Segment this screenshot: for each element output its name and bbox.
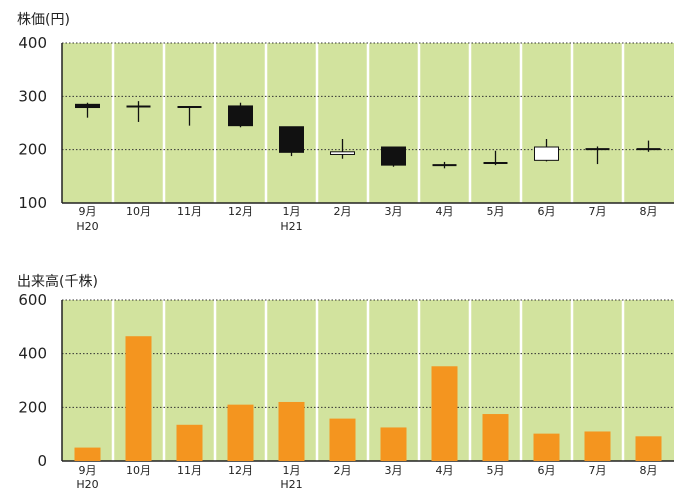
candle-body xyxy=(228,105,253,127)
volume-bar xyxy=(482,414,509,461)
x-sub-label: H21 xyxy=(280,220,302,233)
x-tick-label: 11月 xyxy=(177,205,202,218)
y-tick-label: 200 xyxy=(18,398,47,416)
price-chart-title: 株価(円) xyxy=(17,12,70,28)
x-sub-label: H21 xyxy=(280,478,302,491)
y-tick-label: 200 xyxy=(18,141,47,159)
volume-bar xyxy=(380,427,407,461)
volume-y-axis: 600 400 200 0 xyxy=(18,291,47,470)
volume-bar xyxy=(329,418,356,461)
x-tick-label: 8月 xyxy=(640,464,658,477)
price-chart: 株価(円) 400 300 200 100 9月 H20 10月 11月 12月 1月 H21 2月… xyxy=(17,12,674,233)
price-y-axis: 400 300 200 100 xyxy=(18,34,47,212)
x-tick-label: 3月 xyxy=(385,464,403,477)
x-tick-label: 2月 xyxy=(334,464,352,477)
x-tick-label: 4月 xyxy=(436,464,454,477)
y-tick-label: 400 xyxy=(18,345,47,363)
volume-bar xyxy=(635,436,662,461)
x-sub-label: H20 xyxy=(76,478,98,491)
x-tick-label: 10月 xyxy=(126,205,151,218)
volume-bars xyxy=(74,336,662,461)
x-tick-label: 6月 xyxy=(538,464,556,477)
candle-body xyxy=(75,103,100,109)
candle-body xyxy=(279,126,304,153)
price-x-axis: 9月 H20 10月 11月 12月 1月 H21 2月 3月 4月 5月 6月 7月 8月 xyxy=(76,205,657,233)
x-tick-label: 5月 xyxy=(487,205,505,218)
volume-bar xyxy=(533,433,560,461)
x-tick-label: 1月 xyxy=(283,464,301,477)
y-tick-label: 0 xyxy=(37,452,47,470)
volume-chart-title: 出来高(千株) xyxy=(17,273,98,290)
x-tick-label: 8月 xyxy=(640,205,658,218)
x-tick-label: 7月 xyxy=(589,205,607,218)
volume-bar xyxy=(176,424,203,461)
candle-body xyxy=(381,146,406,166)
volume-bar xyxy=(227,404,254,461)
x-tick-label: 12月 xyxy=(228,205,253,218)
candle-body xyxy=(534,146,559,161)
x-tick-label: 2月 xyxy=(334,205,352,218)
y-tick-label: 400 xyxy=(18,34,47,52)
x-tick-label: 9月 xyxy=(79,464,97,477)
x-tick-label: 7月 xyxy=(589,464,607,477)
volume-bar xyxy=(584,431,611,461)
x-tick-label: 1月 xyxy=(283,205,301,218)
price-candles xyxy=(75,101,661,169)
volume-bar xyxy=(125,336,152,461)
volume-gridlines xyxy=(61,299,674,462)
y-tick-label: 600 xyxy=(18,291,47,309)
x-tick-label: 5月 xyxy=(487,464,505,477)
x-tick-label: 12月 xyxy=(228,464,253,477)
volume-bar xyxy=(431,366,458,461)
x-tick-label: 3月 xyxy=(385,205,403,218)
price-gridlines xyxy=(61,42,674,204)
volume-bar xyxy=(278,401,305,461)
x-sub-label: H20 xyxy=(76,220,98,233)
candle-body xyxy=(330,151,355,155)
x-tick-label: 4月 xyxy=(436,205,454,218)
x-tick-label: 6月 xyxy=(538,205,556,218)
y-tick-label: 100 xyxy=(18,194,47,212)
x-tick-label: 9月 xyxy=(79,205,97,218)
y-tick-label: 300 xyxy=(18,87,47,105)
x-tick-label: 10月 xyxy=(126,464,151,477)
x-tick-label: 11月 xyxy=(177,464,202,477)
volume-bar xyxy=(74,447,101,461)
